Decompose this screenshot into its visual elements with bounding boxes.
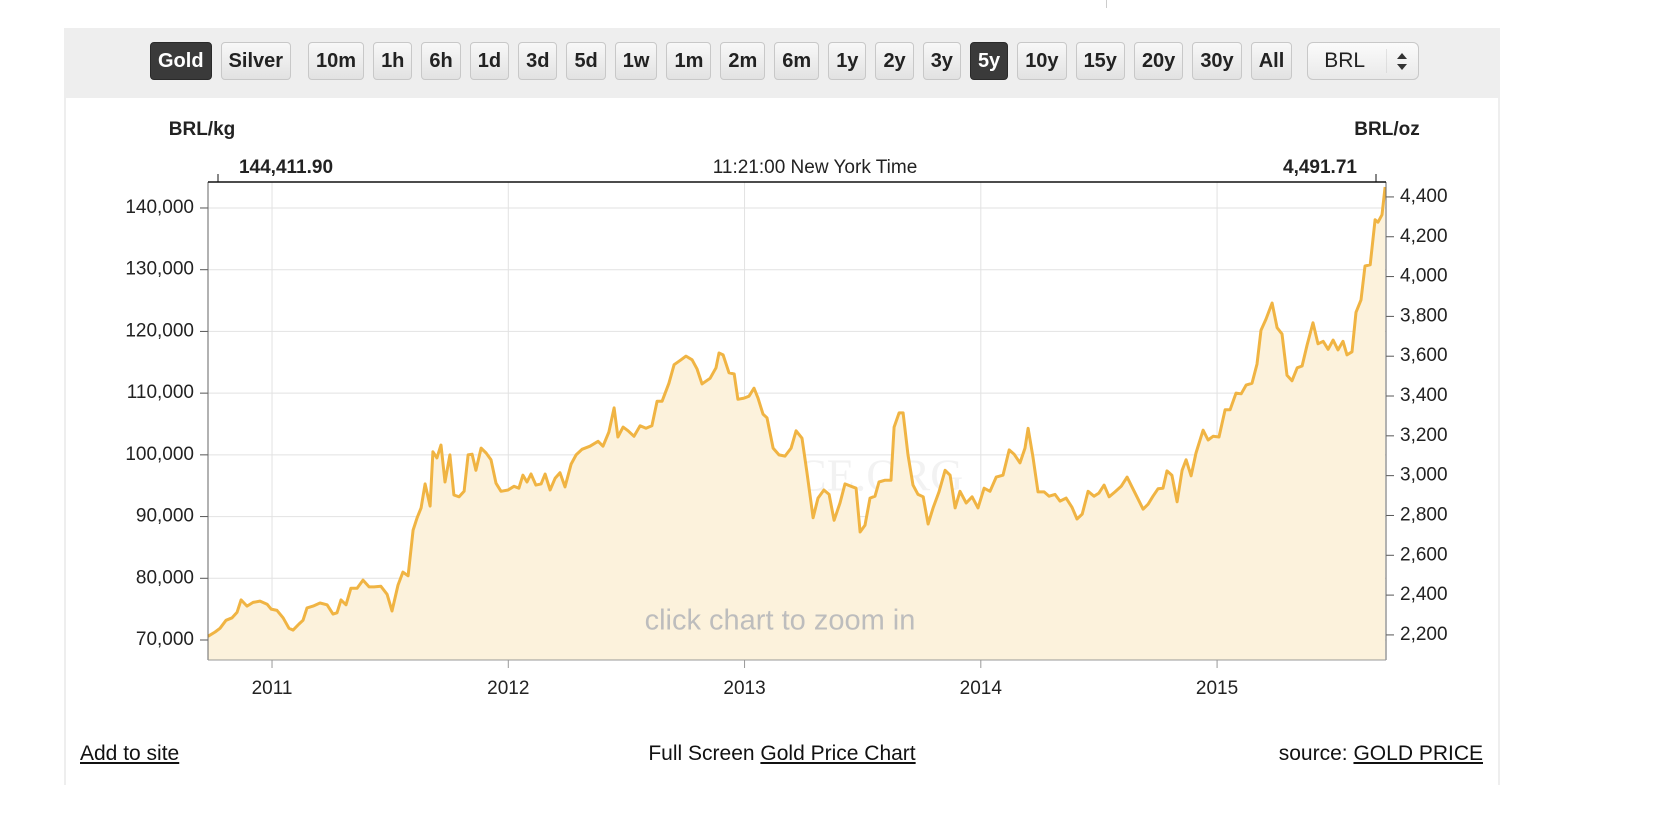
- add-to-site[interactable]: Add to site: [80, 742, 179, 766]
- y-tick-label: 100,000: [125, 444, 194, 465]
- range-button[interactable]: 5y: [969, 42, 1009, 80]
- y2-tick-label: 2,400: [1400, 584, 1448, 605]
- range-button[interactable]: 6m: [774, 42, 820, 80]
- full-screen-text: Full Screen: [648, 742, 755, 765]
- range-button[interactable]: 1d: [469, 42, 510, 80]
- currency-value: BRL: [1324, 49, 1366, 72]
- y-tick-label: 80,000: [136, 567, 194, 588]
- range-button[interactable]: Gold: [150, 42, 212, 80]
- source: source: GOLD PRICE: [1279, 742, 1483, 766]
- y-tick-label: 90,000: [136, 506, 194, 527]
- y2-tick-label: 2,200: [1400, 624, 1448, 645]
- y2-tick-label: 2,800: [1400, 504, 1448, 525]
- range-button[interactable]: 10m: [308, 42, 365, 80]
- range-button[interactable]: 1w: [614, 42, 658, 80]
- y-tick-label: 140,000: [125, 197, 194, 218]
- select-arrows: [1386, 49, 1408, 73]
- x-tick-label: 2013: [723, 678, 765, 699]
- y2-tick-label: 4,400: [1400, 186, 1448, 207]
- range-button[interactable]: 1h: [373, 42, 413, 80]
- price-left: 144,411.90: [239, 157, 333, 178]
- range-button[interactable]: Silver: [220, 42, 292, 80]
- y-tick-label: 130,000: [125, 259, 194, 280]
- y-axis-label: BRL/kg: [169, 119, 236, 140]
- range-button[interactable]: 3y: [922, 42, 961, 80]
- add-link[interactable]: Add to site: [80, 742, 180, 765]
- range-button[interactable]: All: [1250, 42, 1293, 80]
- range-button[interactable]: 3d: [518, 42, 558, 80]
- y-tick-label: 110,000: [127, 382, 194, 403]
- y2-tick-label: 3,400: [1400, 385, 1448, 406]
- price-line: [207, 186, 1387, 638]
- source-label: source:: [1278, 742, 1348, 765]
- zoom-hint: click chart to zoom in: [645, 605, 916, 637]
- x-tick-label: 2014: [960, 678, 1003, 699]
- range-button[interactable]: 15y: [1075, 42, 1125, 80]
- divider: [1106, 0, 1107, 8]
- chart-link[interactable]: Gold Price Chart: [760, 742, 916, 765]
- y2-tick-label: 3,800: [1400, 305, 1448, 326]
- y-tick-label: 70,000: [136, 629, 194, 650]
- range-button[interactable]: 5d: [566, 42, 606, 80]
- y2-tick-label: 2,600: [1400, 544, 1448, 565]
- currency-select[interactable]: BRL: [1307, 42, 1420, 80]
- full-screen: Full Screen Gold Price Chart: [0, 742, 1564, 766]
- range-button[interactable]: 2y: [875, 42, 914, 80]
- range-button[interactable]: 6h: [421, 42, 461, 80]
- time-label: 11:21:00 New York Time: [713, 157, 918, 178]
- range-button[interactable]: 10y: [1017, 42, 1067, 80]
- range-button[interactable]: 1m: [666, 42, 712, 80]
- range-button[interactable]: 1y: [828, 42, 867, 80]
- y2-axis-label: BRL/oz: [1354, 119, 1419, 140]
- x-tick-label: 2012: [487, 678, 529, 699]
- y2-tick-label: 4,000: [1400, 266, 1448, 287]
- range-button[interactable]: 20y: [1133, 42, 1184, 80]
- source-link[interactable]: GOLD PRICE: [1353, 742, 1483, 765]
- y-tick-label: 120,000: [125, 320, 194, 341]
- toolbar: Gold Silver 10m 1h 6h 1d 3d 5d 1w 1m 2m 6m 1y 2y 3y 5y 1…: [150, 42, 1420, 80]
- x-tick-label: 2015: [1196, 678, 1238, 699]
- range-button[interactable]: 2m: [720, 42, 766, 80]
- y2-tick-label: 3,600: [1400, 345, 1448, 366]
- y2-tick-label: 3,200: [1400, 425, 1448, 446]
- price-right: 4,491.71: [1283, 157, 1357, 178]
- y2-tick-label: 4,200: [1400, 226, 1448, 247]
- x-tick-label: 2011: [252, 678, 293, 699]
- range-button[interactable]: 30y: [1192, 42, 1242, 80]
- area: [208, 187, 1386, 660]
- y2-tick-label: 3,000: [1400, 465, 1448, 486]
